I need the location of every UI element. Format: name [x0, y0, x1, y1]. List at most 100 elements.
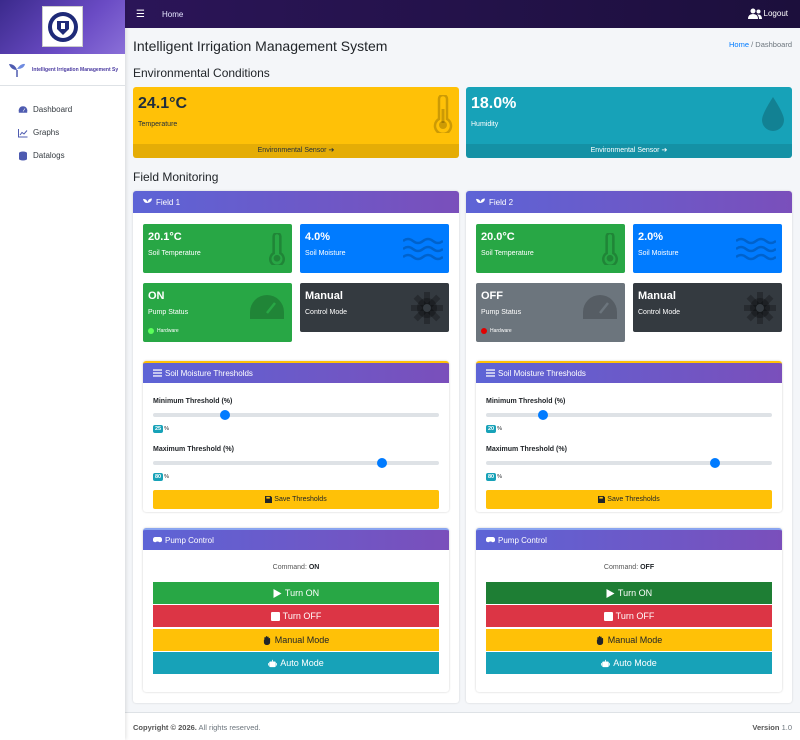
min-threshold-badge: 20 %	[486, 425, 502, 433]
humidity-box: 18.0% Humidity Environmental Sensor ➔	[466, 87, 792, 158]
copyright-text: Copyright © 2026. All rights reserved.	[133, 723, 261, 732]
field-name: Field 2	[489, 197, 514, 207]
hardware-indicator: Hardware	[148, 328, 179, 334]
sidebar-item-label: Graphs	[33, 128, 60, 137]
save-thresholds-button[interactable]: Save Thresholds	[153, 490, 439, 509]
control-mode-label: Control Mode	[638, 309, 681, 316]
sidebar-item-graphs[interactable]: Graphs	[0, 121, 125, 144]
sidebar-item-dashboard[interactable]: Dashboard	[0, 98, 125, 121]
temperature-label: Temperature	[138, 121, 178, 128]
max-threshold-label: Maximum Threshold (%)	[153, 446, 234, 453]
robot-icon	[268, 659, 278, 667]
control-mode-box: Manual Control Mode	[633, 283, 782, 332]
thermometer-icon	[269, 233, 285, 265]
breadcrumb-home[interactable]: Home	[729, 40, 750, 49]
soil-temperature-box: 20.0°C Soil Temperature	[476, 224, 625, 273]
auto-mode-label: Auto Mode	[280, 658, 324, 668]
pump-control-title: Pump Control	[498, 535, 547, 545]
water-waves-icon	[403, 237, 443, 261]
stop-icon	[270, 611, 280, 621]
gauge-icon	[18, 105, 28, 113]
breadcrumb-current: Dashboard	[755, 40, 792, 49]
hardware-status-dot	[481, 328, 487, 334]
sliders-icon	[153, 369, 162, 377]
pump-control-header: Pump Control	[143, 528, 449, 550]
command-value: ON	[308, 564, 320, 571]
seedling-icon	[9, 63, 25, 77]
max-threshold-value: 80	[486, 473, 497, 481]
main-content: Intelligent Irrigation Management System…	[125, 28, 800, 740]
manual-mode-button[interactable]: Manual Mode	[486, 629, 772, 651]
sidebar-header	[0, 0, 125, 54]
auto-mode-button[interactable]: Auto Mode	[153, 652, 439, 674]
max-threshold-slider[interactable]	[486, 458, 772, 468]
max-threshold-thumb[interactable]	[376, 458, 387, 468]
gamepad-icon	[486, 537, 495, 543]
command-label: Command:	[272, 564, 307, 571]
soil-moisture-label: Soil Moisture	[305, 250, 346, 257]
sidebar-nav: Dashboard Graphs Datalogs	[0, 86, 125, 167]
thresholds-header: Soil Moisture Thresholds	[143, 361, 449, 383]
logout-button[interactable]: Logout	[747, 8, 788, 19]
field-card-2: Field 2 20.0°C Soil Temperature 2.0% Soi…	[466, 191, 792, 703]
page-footer: Copyright © 2026. All rights reserved. V…	[125, 712, 800, 740]
max-threshold-slider[interactable]	[153, 458, 439, 468]
field-card-1: Field 1 20.1°C Soil Temperature 4.0% Soi…	[133, 191, 459, 703]
sidebar-brand[interactable]: Intelligent Irrigation Management Sy	[0, 54, 125, 86]
turn-off-label: Turn OFF	[615, 611, 655, 621]
humidity-footer-link[interactable]: Environmental Sensor ➔	[466, 144, 792, 158]
university-logo[interactable]	[42, 6, 83, 47]
hardware-status-dot	[148, 328, 154, 334]
auto-mode-label: Auto Mode	[613, 658, 657, 668]
arrow-circle-right-icon: ➔	[328, 147, 335, 154]
gamepad-icon	[153, 537, 162, 543]
water-drop-icon	[762, 97, 784, 131]
max-threshold-badge: 80 %	[153, 473, 169, 481]
hardware-label: Hardware	[490, 328, 512, 334]
sidebar: Intelligent Irrigation Management Sy Das…	[0, 0, 125, 740]
max-threshold-thumb[interactable]	[709, 458, 720, 468]
sidebar-item-label: Dashboard	[33, 105, 73, 114]
temperature-footer-link[interactable]: Environmental Sensor ➔	[133, 144, 459, 158]
copyright-rest: All rights reserved.	[196, 723, 261, 732]
min-threshold-thumb[interactable]	[538, 410, 549, 420]
max-threshold-label: Maximum Threshold (%)	[486, 446, 567, 453]
manual-mode-button[interactable]: Manual Mode	[153, 629, 439, 651]
soil-temperature-box: 20.1°C Soil Temperature	[143, 224, 292, 273]
hand-icon	[596, 635, 603, 645]
turn-off-button[interactable]: Turn OFF	[486, 605, 772, 627]
turn-on-label: Turn ON	[617, 588, 653, 598]
field-card-header: Field 1	[133, 191, 459, 213]
hamburger-menu-icon[interactable]: ☰	[136, 8, 145, 20]
turn-on-button[interactable]: Turn ON	[486, 582, 772, 604]
hardware-label: Hardware	[157, 328, 179, 334]
command-label: Command:	[603, 564, 639, 571]
manual-mode-label: Manual Mode	[274, 635, 330, 645]
min-threshold-thumb[interactable]	[219, 410, 230, 420]
hand-icon	[263, 635, 270, 645]
robot-icon	[601, 659, 611, 667]
version-text: Version 1.0	[752, 723, 792, 732]
soil-temperature-value: 20.1°C	[148, 231, 182, 243]
crest-icon	[47, 11, 78, 42]
auto-mode-button[interactable]: Auto Mode	[486, 652, 772, 674]
floppy-disk-icon	[598, 496, 606, 503]
save-thresholds-label: Save Thresholds	[607, 496, 660, 503]
min-threshold-slider[interactable]	[153, 410, 439, 420]
save-thresholds-button[interactable]: Save Thresholds	[486, 490, 772, 509]
min-threshold-slider[interactable]	[486, 410, 772, 420]
soil-moisture-value: 2.0%	[638, 231, 664, 243]
seedling-icon	[143, 197, 152, 207]
nav-home-link[interactable]: Home	[162, 9, 184, 19]
pump-status-value: ON	[148, 290, 165, 302]
turn-off-button[interactable]: Turn OFF	[153, 605, 439, 627]
sidebar-item-datalogs[interactable]: Datalogs	[0, 144, 125, 167]
control-mode-value: Manual	[305, 290, 343, 302]
pump-control-title: Pump Control	[165, 535, 214, 545]
section-title-environment: Environmental Conditions	[133, 66, 270, 80]
version-value: 1.0	[779, 723, 792, 732]
thresholds-title: Soil Moisture Thresholds	[498, 368, 586, 378]
turn-on-button[interactable]: Turn ON	[153, 582, 439, 604]
min-threshold-value: 25	[153, 425, 164, 433]
field-name: Field 1	[156, 197, 181, 207]
